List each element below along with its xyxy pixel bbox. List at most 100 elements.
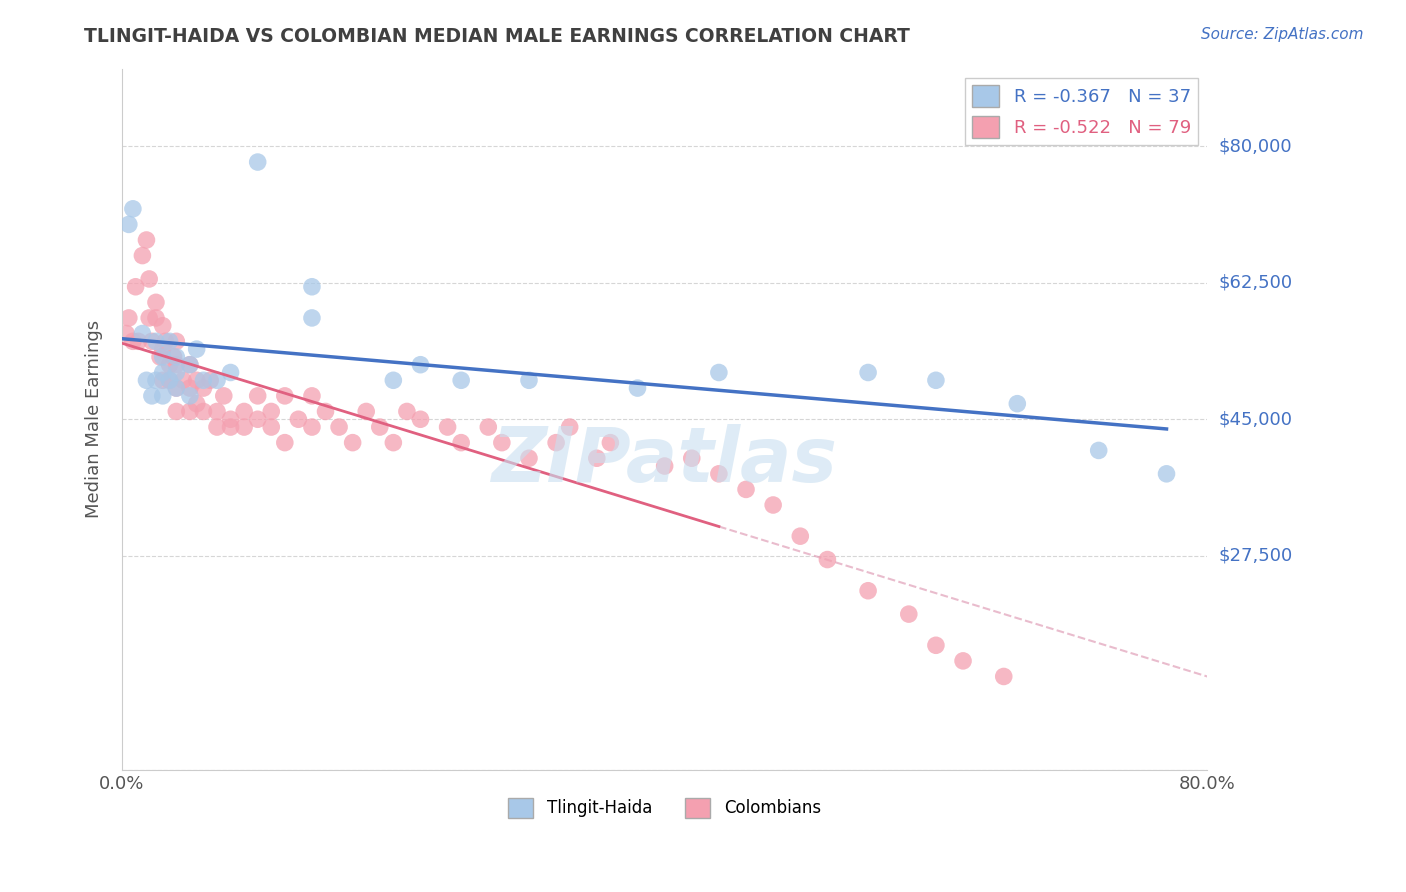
Point (246, 389, 269, 403)
Point (233, 404, 256, 418)
Point (122, 202, 145, 216)
Point (186, 397, 208, 411)
Point (152, 350, 174, 364)
Point (301, 279, 323, 293)
Point (315, 404, 337, 418)
Point (219, 420, 242, 434)
Point (993, 669, 1015, 683)
Point (141, 334, 163, 349)
Point (233, 420, 256, 434)
Point (517, 451, 540, 466)
Legend: Tlingit-Haida, Colombians: Tlingit-Haida, Colombians (502, 791, 828, 825)
Point (925, 638, 948, 652)
Text: $27,500: $27,500 (1219, 547, 1292, 565)
Point (172, 373, 194, 387)
Point (274, 389, 297, 403)
Point (186, 373, 208, 387)
Point (409, 358, 432, 372)
Point (382, 435, 405, 450)
Text: TLINGIT-HAIDA VS COLOMBIAN MEDIAN MALE EARNINGS CORRELATION CHART: TLINGIT-HAIDA VS COLOMBIAN MEDIAN MALE E… (84, 27, 910, 45)
Point (131, 249, 153, 263)
Point (219, 366, 242, 380)
Point (127, 334, 149, 349)
Text: $62,500: $62,500 (1219, 274, 1292, 292)
Point (165, 381, 187, 395)
Point (246, 412, 269, 426)
Point (1156, 467, 1178, 481)
Point (152, 318, 174, 333)
Point (450, 435, 472, 450)
Point (131, 326, 153, 341)
Point (301, 420, 323, 434)
Point (165, 366, 187, 380)
Point (626, 381, 648, 395)
Text: ZIPatlas: ZIPatlas (492, 425, 838, 499)
Point (186, 342, 208, 356)
Point (145, 310, 167, 325)
Point (856, 583, 879, 598)
Point (179, 389, 201, 403)
Point (135, 373, 157, 387)
Point (159, 334, 181, 349)
Point (450, 373, 472, 387)
Point (246, 155, 269, 169)
Point (260, 420, 283, 434)
Point (159, 358, 181, 372)
Point (585, 451, 607, 466)
Point (165, 334, 187, 349)
Point (301, 389, 323, 403)
Point (260, 404, 283, 418)
Point (212, 389, 235, 403)
Point (815, 552, 838, 566)
Point (155, 334, 177, 349)
Point (205, 373, 228, 387)
Point (138, 310, 160, 325)
Point (124, 279, 146, 293)
Point (274, 435, 297, 450)
Point (145, 334, 167, 349)
Point (301, 310, 323, 325)
Point (193, 404, 215, 418)
Point (1087, 443, 1109, 458)
Point (135, 233, 157, 247)
Point (409, 412, 432, 426)
Point (179, 358, 201, 372)
Point (179, 404, 201, 418)
Point (193, 373, 215, 387)
Point (145, 373, 167, 387)
Point (205, 404, 228, 418)
Point (219, 412, 242, 426)
Point (159, 373, 181, 387)
Point (145, 295, 167, 310)
Point (165, 350, 187, 364)
Point (856, 366, 879, 380)
Point (762, 498, 785, 512)
Point (1007, 397, 1029, 411)
Point (368, 420, 391, 434)
Point (165, 381, 187, 395)
Text: Source: ZipAtlas.com: Source: ZipAtlas.com (1201, 27, 1364, 42)
Point (354, 404, 377, 418)
Point (122, 334, 145, 349)
Point (654, 458, 676, 473)
Point (707, 467, 730, 481)
Point (477, 420, 499, 434)
Point (681, 451, 703, 466)
Point (159, 373, 181, 387)
Point (517, 373, 540, 387)
Point (138, 272, 160, 286)
Point (707, 366, 730, 380)
Point (491, 435, 513, 450)
Point (179, 358, 201, 372)
Text: $80,000: $80,000 (1219, 137, 1292, 155)
Point (152, 342, 174, 356)
Point (118, 218, 141, 232)
Point (735, 483, 758, 497)
Point (342, 435, 364, 450)
Point (200, 373, 222, 387)
Point (149, 350, 172, 364)
Point (205, 420, 228, 434)
Point (152, 373, 174, 387)
Point (925, 373, 948, 387)
Point (287, 412, 309, 426)
